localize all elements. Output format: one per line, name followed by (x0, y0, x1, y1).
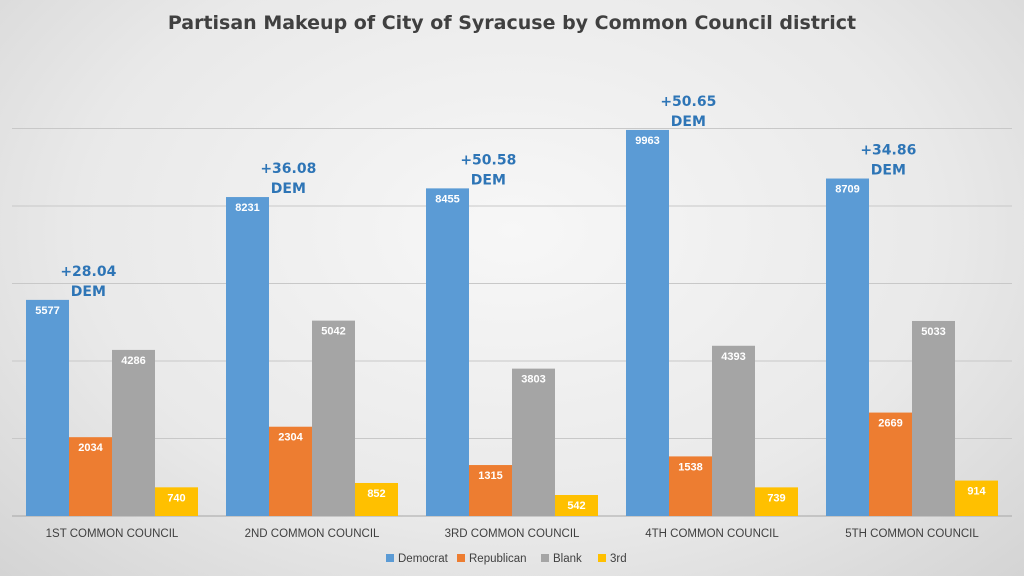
bar-blank-5 (912, 320, 955, 516)
data-label: 740 (167, 492, 185, 504)
bar-democrat-5 (826, 178, 869, 516)
data-label: 4286 (121, 355, 145, 367)
bar-democrat-1 (26, 299, 69, 516)
data-label: 9963 (635, 135, 659, 147)
margin-annotation: +36.08 (260, 161, 316, 177)
data-label: 542 (567, 500, 585, 512)
bar-blank-4 (712, 345, 755, 516)
margin-annotation-party: DEM (471, 172, 506, 188)
legend-label: 3rd (610, 553, 627, 565)
bar-democrat-3 (426, 188, 469, 516)
bar-democrat-4 (626, 129, 669, 516)
data-label: 5033 (921, 326, 945, 338)
data-label: 739 (767, 492, 785, 504)
data-label: 8455 (435, 193, 459, 205)
category-label: 1ST COMMON COUNCIL (46, 528, 179, 540)
bar-blank-3 (512, 368, 555, 516)
bar-blank-1 (112, 349, 155, 516)
margin-annotation: +50.65 (660, 94, 716, 110)
legend-swatch-republican (457, 554, 465, 562)
data-label: 2304 (278, 432, 303, 444)
legend-swatch-3rd (598, 554, 606, 562)
bar-3rd-1 (155, 487, 198, 516)
bar-3rd-5 (955, 480, 998, 516)
data-label: 5577 (35, 305, 59, 317)
category-label: 2ND COMMON COUNCIL (245, 528, 380, 540)
bar-blank-2 (312, 320, 355, 516)
bar-republican-3 (469, 465, 512, 516)
margin-annotation-party: DEM (871, 163, 906, 179)
data-label: 3803 (521, 374, 545, 386)
data-label: 2034 (78, 442, 103, 454)
bar-republican-1 (69, 437, 112, 516)
margin-annotation: +50.58 (460, 152, 516, 168)
margin-annotation: +28.04 (60, 264, 116, 280)
margin-annotation: +34.86 (860, 143, 916, 159)
data-label: 4393 (721, 351, 745, 363)
bar-3rd-4 (755, 487, 798, 516)
chart-title: Partisan Makeup of City of Syracuse by C… (168, 12, 856, 34)
margin-annotation-party: DEM (71, 284, 106, 300)
legend-swatch-blank (541, 554, 549, 562)
annotations: +28.04 DEM +36.08 DEM +50.58 DEM +50.65 DEM +34.… (60, 94, 916, 300)
bar-republican-2 (269, 426, 312, 516)
bar-democrat-2 (226, 197, 269, 516)
bar-3rd-3 (555, 494, 598, 516)
data-label: 914 (967, 486, 986, 498)
legend-label: Republican (469, 553, 527, 565)
category-labels: 1ST COMMON COUNCIL 2ND COMMON COUNCIL 3RD … (46, 528, 980, 540)
data-label: 852 (367, 488, 385, 500)
legend-label: Democrat (398, 553, 449, 565)
data-label: 8231 (235, 202, 259, 214)
data-label: 2669 (878, 418, 902, 430)
bar-republican-4 (669, 456, 712, 516)
data-label: 5042 (321, 326, 345, 338)
category-label: 4TH COMMON COUNCIL (645, 528, 779, 540)
bar-labels: 5577 2034 4286 740 8231 2304 5042 852 8455 1315 38… (35, 135, 986, 512)
legend-label: Blank (553, 553, 582, 565)
category-label: 3RD COMMON COUNCIL (445, 528, 580, 540)
bar-3rd-2 (355, 482, 398, 516)
legend: Democrat Republican Blank 3rd (386, 553, 627, 565)
bars (26, 129, 998, 516)
margin-annotation-party: DEM (671, 114, 706, 130)
bar-republican-5 (869, 412, 912, 516)
data-label: 8709 (835, 184, 859, 196)
data-label: 1538 (678, 461, 702, 473)
margin-annotation-party: DEM (271, 181, 306, 197)
data-label: 1315 (478, 470, 502, 482)
category-label: 5TH COMMON COUNCIL (845, 528, 979, 540)
legend-swatch-democrat (386, 554, 394, 562)
